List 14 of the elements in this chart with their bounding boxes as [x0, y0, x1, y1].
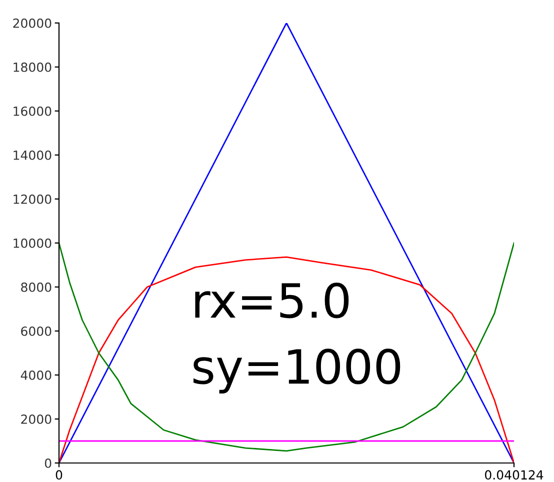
y-tick-label: 18000	[14, 62, 52, 72]
y-tick-label: 10000	[14, 238, 52, 248]
y-tick-label: 6000	[21, 326, 52, 336]
annotation: rx=5.0	[195, 282, 349, 318]
y-tick-label: 14000	[14, 150, 52, 160]
y-tick-label: 20000	[13, 18, 52, 28]
y-tick-label: 12000	[14, 194, 52, 204]
y-tick-label: 8000	[21, 282, 52, 292]
y-tick-label: 4000	[20, 370, 52, 380]
x-tick-label: 0.040124	[485, 470, 544, 480]
annotation: sy=1000	[194, 348, 400, 394]
y-tick-label: 2000	[21, 414, 52, 424]
y-tick-label: 16000	[14, 106, 52, 116]
y-tick-label: 0	[44, 458, 52, 468]
